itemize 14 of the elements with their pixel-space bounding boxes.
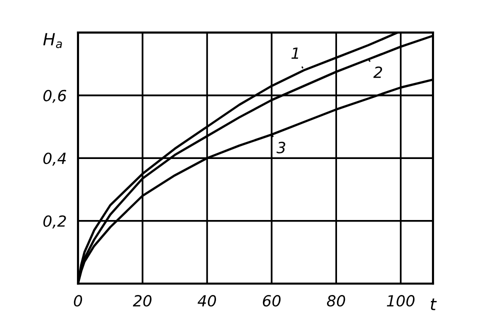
y-axis-title: H$_{a}$ [43, 33, 62, 48]
y-tick-label: 0,2 [43, 215, 66, 228]
series-label: 2 [373, 66, 382, 78]
x-tick-label: 0 [74, 295, 82, 307]
y-tick-label: 0,6 [43, 90, 66, 103]
x-tick-label: 60 [262, 295, 281, 307]
x-tick-label: 80 [326, 295, 346, 307]
x-tick-label: 100 [386, 295, 415, 307]
x-tick-label: 40 [198, 295, 216, 307]
series-label: 3 [276, 142, 286, 154]
series-label: 1 [291, 48, 298, 59]
x-axis-title: t [430, 298, 437, 310]
y-tick-label: 0,4 [43, 152, 66, 166]
x-tick-label: 20 [132, 295, 152, 307]
